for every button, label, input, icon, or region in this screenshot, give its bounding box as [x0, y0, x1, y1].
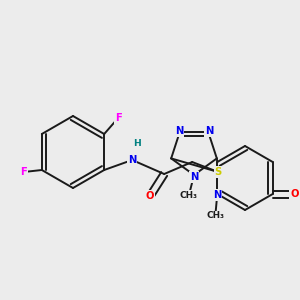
Text: CH₃: CH₃ — [180, 190, 198, 200]
Text: N: N — [213, 190, 221, 200]
Text: F: F — [20, 167, 27, 177]
Text: O: O — [290, 189, 299, 199]
Text: H: H — [133, 140, 141, 148]
Text: N: N — [175, 126, 183, 136]
Text: N: N — [190, 172, 198, 182]
Text: F: F — [115, 113, 122, 123]
Text: S: S — [214, 167, 222, 177]
Text: CH₃: CH₃ — [206, 212, 224, 220]
Text: N: N — [205, 126, 213, 136]
Text: N: N — [128, 155, 136, 165]
Text: O: O — [146, 191, 154, 201]
